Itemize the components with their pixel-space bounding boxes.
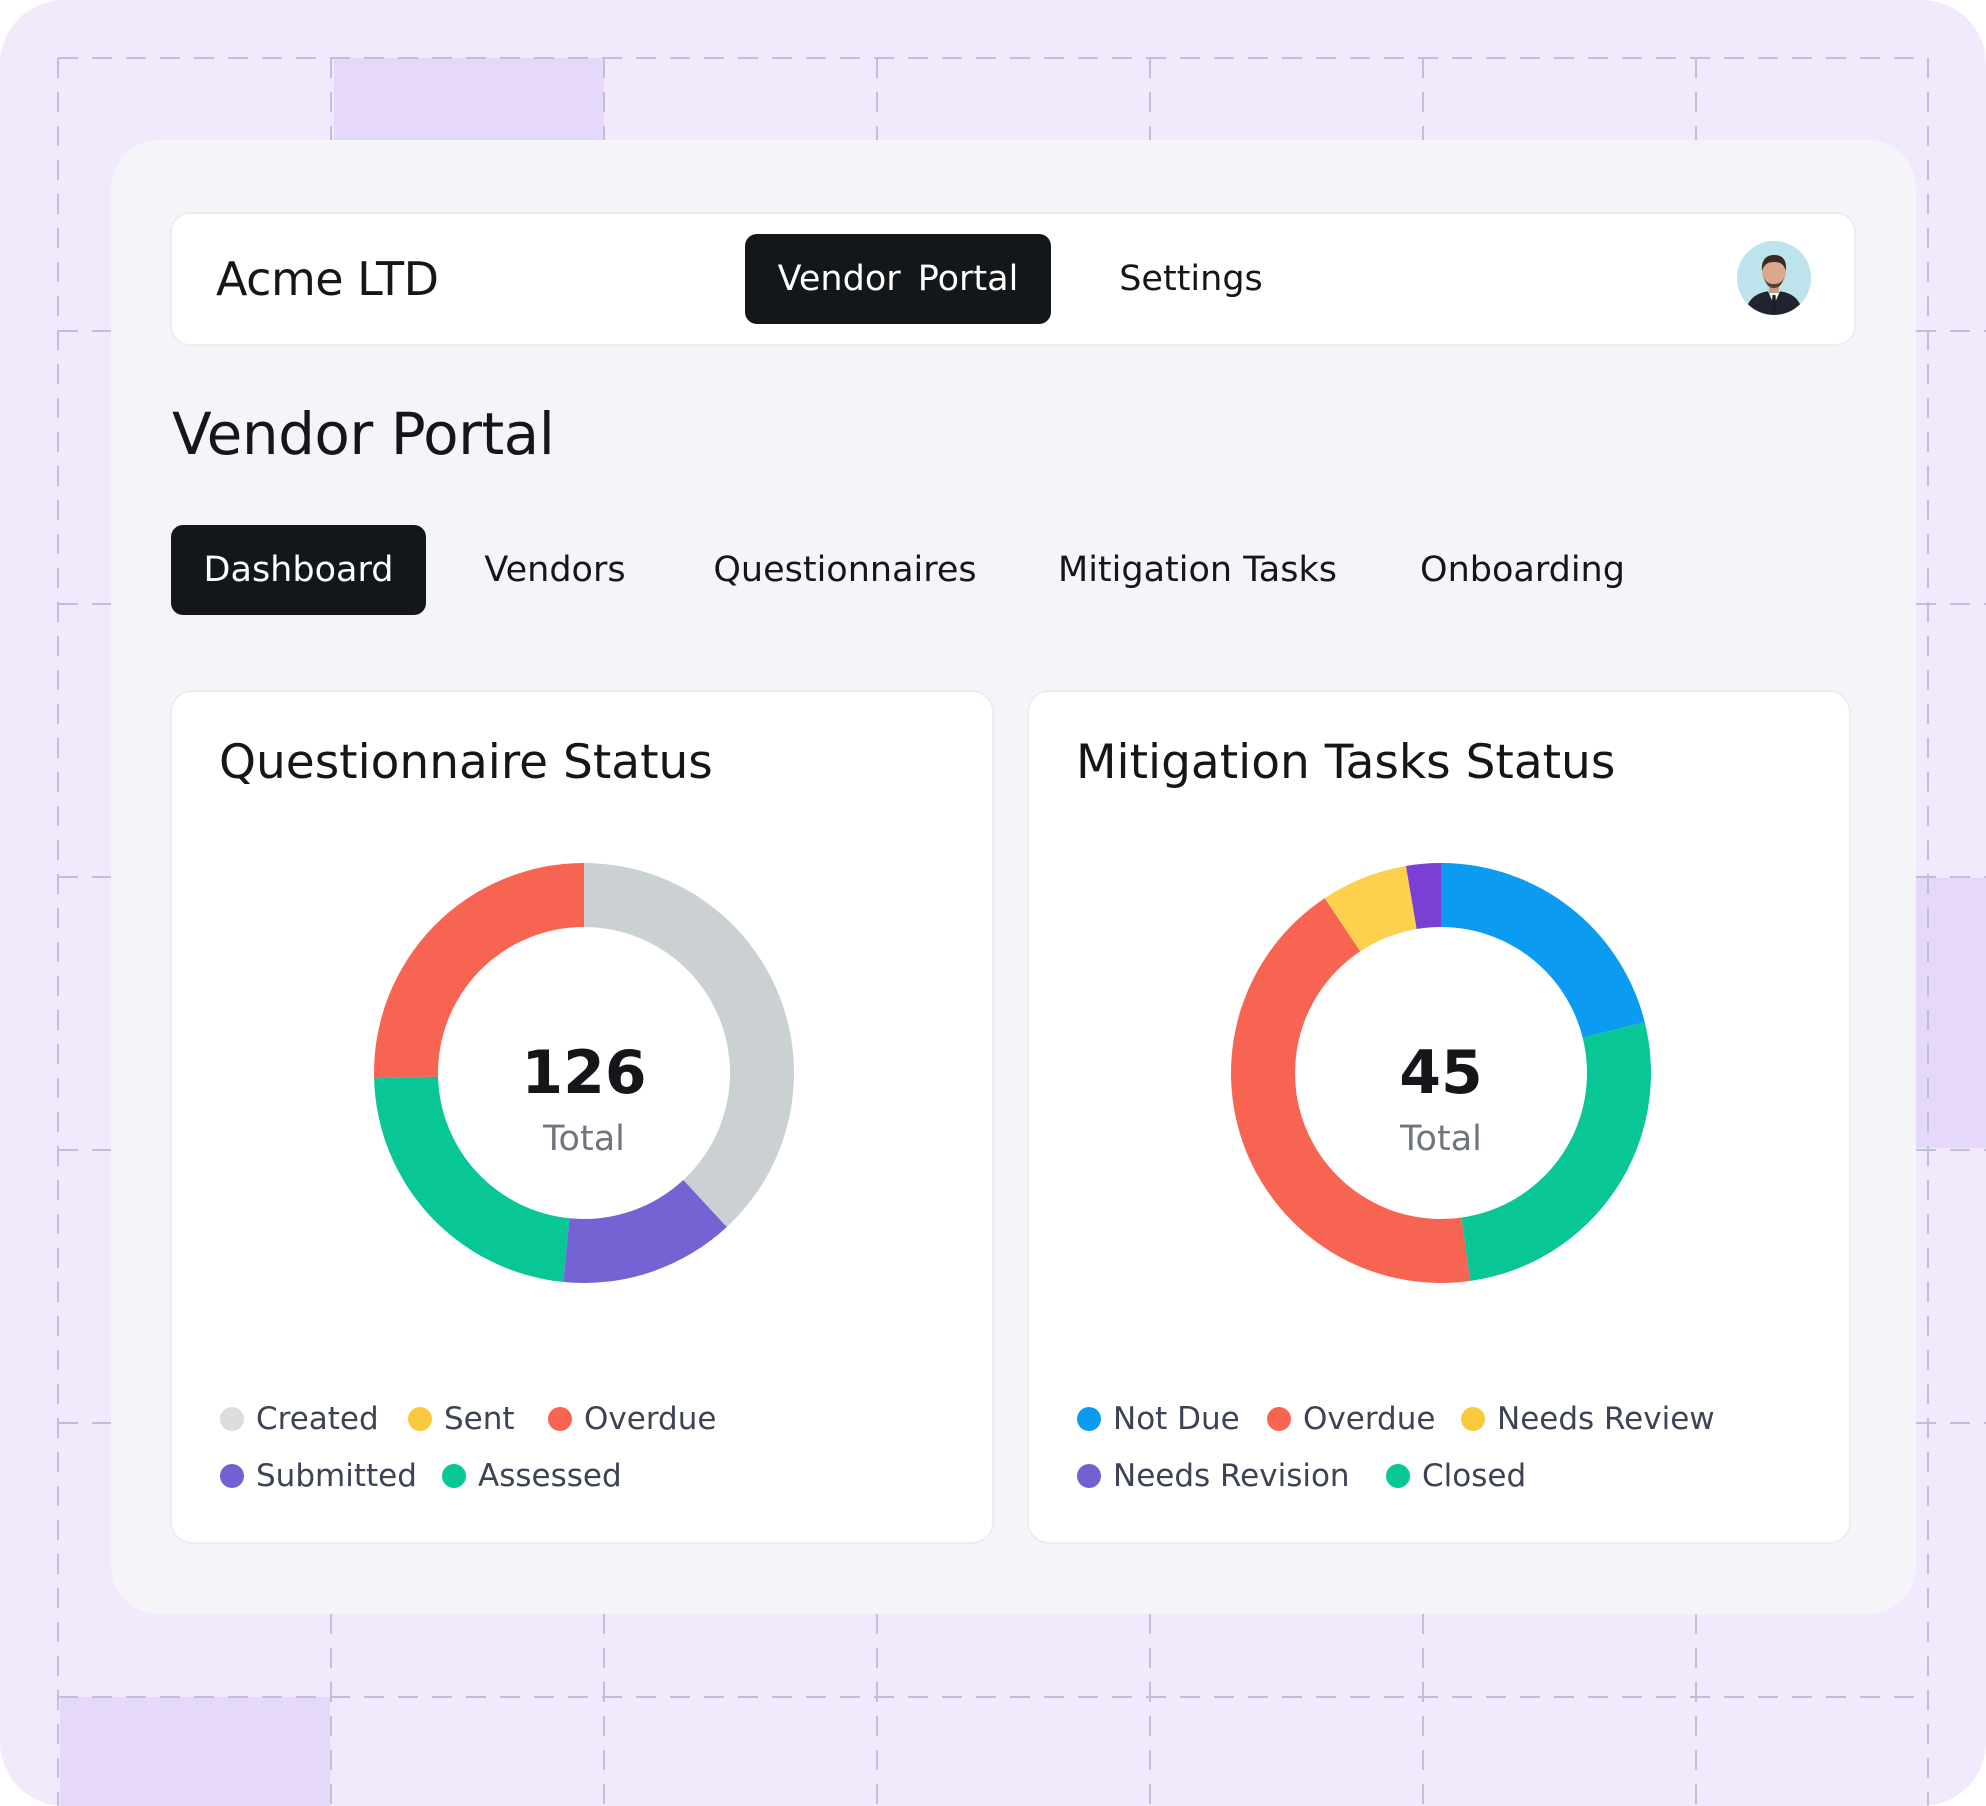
- top-navigation-bar: Acme LTD Vendor Portal Settings: [170, 212, 1856, 346]
- legend-label: Not Due: [1113, 1401, 1240, 1437]
- legend-label: Needs Review: [1497, 1401, 1715, 1437]
- legend-item-sent: Sent: [408, 1401, 515, 1437]
- legend-label: Closed: [1422, 1458, 1527, 1494]
- legend-item-overdue: Overdue: [1267, 1401, 1435, 1437]
- legend-dot: [1386, 1464, 1410, 1488]
- nav-settings-button[interactable]: Settings: [1119, 259, 1263, 299]
- mitigation-tasks-status-title: Mitigation Tasks Status: [1076, 735, 1616, 790]
- brand-name: Acme LTD: [216, 252, 439, 306]
- legend-label: Created: [256, 1401, 379, 1437]
- donut-segment-submitted: [563, 1180, 727, 1283]
- legend-item-created: Created: [220, 1401, 379, 1437]
- donut-total-label: Total: [542, 1119, 625, 1159]
- mitigation-tasks-status-panel: Mitigation Tasks Status 45 Total Not Due …: [1027, 690, 1851, 1544]
- legend-dot: [220, 1464, 244, 1488]
- donut-total-value: 45: [1399, 1038, 1483, 1108]
- legend-dot: [1461, 1407, 1485, 1431]
- tab-mitigation-tasks[interactable]: Mitigation Tasks: [1058, 550, 1337, 590]
- legend-dot: [1267, 1407, 1291, 1431]
- page-title: Vendor Portal: [172, 400, 555, 468]
- legend-dot: [1077, 1407, 1101, 1431]
- legend-label: Overdue: [1303, 1401, 1436, 1437]
- donut-segment-needs-review: [1324, 865, 1417, 952]
- legend-label: Submitted: [256, 1458, 417, 1494]
- legend-item-submitted: Submitted: [220, 1458, 417, 1494]
- donut-total-value: 126: [521, 1038, 646, 1108]
- tab-questionnaires[interactable]: Questionnaires: [713, 550, 977, 590]
- nav-vendor-portal-button[interactable]: Vendor Portal: [745, 234, 1051, 324]
- donut-segment-overdue: [374, 863, 584, 1079]
- questionnaire-status-donut-chart: 126 Total: [374, 863, 795, 1283]
- tab-dashboard[interactable]: Dashboard: [171, 525, 426, 615]
- donut-segment-created: [584, 863, 795, 1227]
- donut-segment-not-due: [1441, 863, 1645, 1038]
- donut-segment-assessed: [374, 1076, 570, 1282]
- legend-item-needs-review: Needs Review: [1461, 1401, 1715, 1437]
- legend-label: Assessed: [478, 1458, 622, 1494]
- legend-item-needs-revision: Needs Revision: [1077, 1458, 1350, 1494]
- user-avatar-icon[interactable]: [1737, 241, 1811, 315]
- tab-vendors[interactable]: Vendors: [484, 550, 626, 590]
- legend-item-closed: Closed: [1386, 1458, 1526, 1494]
- legend-label: Sent: [444, 1401, 515, 1437]
- legend-item-not-due: Not Due: [1077, 1401, 1240, 1437]
- legend-item-overdue: Overdue: [548, 1401, 716, 1437]
- questionnaire-status-title: Questionnaire Status: [219, 735, 713, 790]
- legend-dot: [408, 1407, 432, 1431]
- legend-dot: [548, 1407, 572, 1431]
- donut-segment-closed: [1461, 1022, 1651, 1281]
- donut-segment-needs-revision: [1405, 863, 1441, 930]
- avatar-portrait: [1737, 241, 1811, 315]
- donut-total-label: Total: [1399, 1119, 1482, 1159]
- mitigation-tasks-donut-chart: 45 Total: [1230, 863, 1651, 1283]
- tab-onboarding[interactable]: Onboarding: [1420, 550, 1625, 590]
- legend-dot: [442, 1464, 466, 1488]
- questionnaire-status-panel: Questionnaire Status 126 Total Created Se…: [170, 690, 994, 1544]
- legend-label: Needs Revision: [1113, 1458, 1350, 1494]
- donut-segment-overdue: [1230, 898, 1471, 1283]
- legend-dot: [1077, 1464, 1101, 1488]
- legend-item-assessed: Assessed: [442, 1458, 622, 1494]
- legend-dot: [220, 1407, 244, 1431]
- legend-label: Overdue: [584, 1401, 717, 1437]
